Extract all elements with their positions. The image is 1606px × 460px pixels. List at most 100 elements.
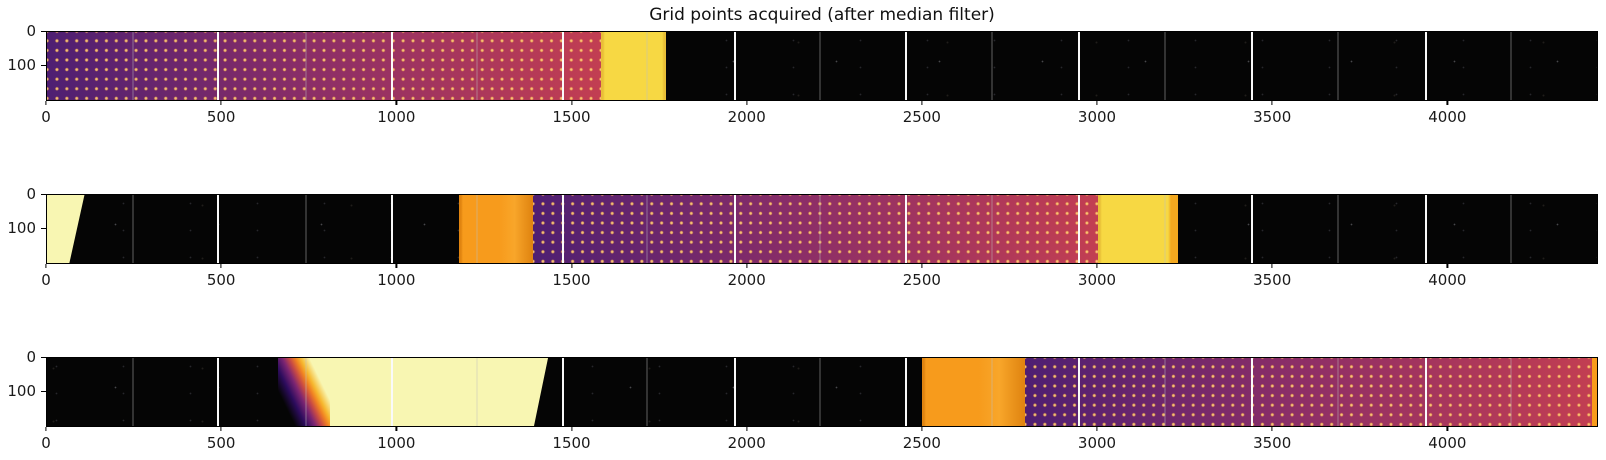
heat-pale_yellow-segment [47, 195, 85, 263]
bright-scan-line [1251, 195, 1254, 263]
faint-scan-line [1164, 32, 1166, 100]
x-axis-tick-label: 1500 [552, 271, 591, 289]
bright-scan-line [1251, 32, 1254, 100]
faint-scan-line [646, 358, 648, 426]
faint-scan-line [819, 32, 821, 100]
faint-scan-line [819, 358, 821, 426]
heat-orange-segment [922, 358, 1025, 426]
x-axis-tick [220, 264, 222, 268]
bright-scan-line [1251, 358, 1254, 426]
faint-scan-line [991, 32, 993, 100]
y-axis-tick-label: 0 [26, 348, 36, 366]
faint-scan-line [991, 195, 993, 263]
bright-scan-line [733, 195, 736, 263]
faint-scan-line [1510, 195, 1512, 263]
faint-scan-line [476, 195, 478, 263]
x-axis-tick [570, 264, 573, 268]
bright-scan-line [217, 358, 220, 426]
x-axis-tick [45, 427, 47, 431]
bright-scan-line [1424, 358, 1427, 426]
x-axis-tick-label: 3000 [1077, 271, 1117, 289]
x-axis-tick [921, 264, 923, 268]
x-axis-tick [1446, 101, 1448, 105]
y-axis-tick-label: 100 [7, 218, 36, 237]
x-axis-tick [746, 264, 748, 268]
x-axis-tick-label: 2500 [902, 108, 941, 126]
x-axis-tick [1096, 264, 1098, 268]
x-axis-tick [570, 427, 573, 431]
x-axis-tick-label: 1000 [377, 108, 416, 126]
x-axis-tick [746, 427, 748, 431]
bright-scan-line [1078, 32, 1081, 100]
bright-scan-line [1078, 195, 1081, 263]
y-axis-tick [41, 194, 46, 196]
faint-scan-line [1164, 195, 1166, 263]
x-axis-tick-label: 3000 [1077, 434, 1117, 452]
bright-scan-line [904, 195, 907, 263]
faint-scan-line [476, 32, 478, 100]
plot-area [46, 194, 1598, 264]
x-axis-tick-label: 4000 [1428, 108, 1467, 126]
x-axis-tick [1096, 101, 1098, 105]
x-axis-tick-label: 500 [206, 108, 236, 126]
x-axis-tick [1446, 427, 1448, 431]
x-axis-tick [1446, 264, 1448, 268]
faint-scan-line [819, 195, 821, 263]
y-axis-tick [41, 31, 46, 33]
y-axis-tick [41, 390, 46, 392]
heat-pale_yellow-segment [277, 358, 549, 426]
faint-scan-line [132, 32, 134, 100]
x-axis-tick [746, 101, 748, 105]
x-axis-tick [1271, 101, 1273, 105]
x-axis-tick-label: 4000 [1428, 434, 1467, 452]
x-axis-tick [921, 427, 923, 431]
bright-scan-line [733, 358, 736, 426]
heat-bright_yellow-segment [600, 32, 667, 100]
x-axis-tick [570, 101, 573, 105]
x-axis-tick [45, 264, 47, 268]
heat-gradient-segment [533, 195, 1099, 263]
x-axis-tick-label: 500 [206, 271, 236, 289]
bright-scan-line [1424, 195, 1427, 263]
x-axis-tick-label: 2500 [902, 271, 941, 289]
faint-scan-line [646, 195, 648, 263]
x-axis-tick [395, 264, 397, 268]
heatmap-strip-2: 0 500 1000 1500 2000 2500 3000 3500 4000 0 100 [7, 185, 1598, 289]
bright-scan-line [733, 32, 736, 100]
x-axis-tick [1271, 264, 1273, 268]
bright-scan-line [904, 358, 907, 426]
faint-scan-line [1510, 358, 1512, 426]
faint-scan-line [305, 195, 307, 263]
faint-scan-line [1337, 32, 1339, 100]
x-axis-tick-label: 0 [41, 108, 51, 126]
x-axis-tick-label: 1000 [377, 434, 416, 452]
x-axis-tick-label: 3500 [1253, 434, 1292, 452]
x-axis-tick-label: 4000 [1428, 271, 1467, 289]
y-axis-tick-label: 100 [7, 381, 36, 400]
bright-scan-line [562, 32, 565, 100]
x-axis-tick-label: 2000 [727, 271, 766, 289]
heat-gradient-segment [1024, 358, 1592, 426]
y-axis-tick [41, 227, 46, 229]
faint-scan-line [132, 358, 134, 426]
x-axis-tick-label: 1500 [552, 108, 591, 126]
bright-scan-line [562, 195, 565, 263]
y-axis-tick [41, 64, 46, 66]
plot-area [46, 31, 1598, 101]
faint-scan-line [1510, 32, 1512, 100]
x-axis-tick-label: 3000 [1077, 108, 1117, 126]
y-axis-tick-label: 0 [26, 185, 36, 203]
y-axis-tick [41, 357, 46, 359]
bright-scan-line [390, 358, 393, 426]
faint-scan-line [646, 32, 648, 100]
x-axis-tick [921, 101, 923, 105]
bright-scan-line [217, 32, 220, 100]
x-axis-tick-label: 2500 [902, 434, 941, 452]
x-axis-tick [395, 427, 397, 431]
y-axis-tick-label: 0 [26, 22, 36, 40]
bright-scan-line [390, 195, 393, 263]
x-axis-tick-label: 3500 [1253, 271, 1292, 289]
heatmap-strip-1: 0 500 1000 1500 2000 2500 3000 3500 4000 0 100 [7, 22, 1598, 126]
faint-scan-line [305, 32, 307, 100]
